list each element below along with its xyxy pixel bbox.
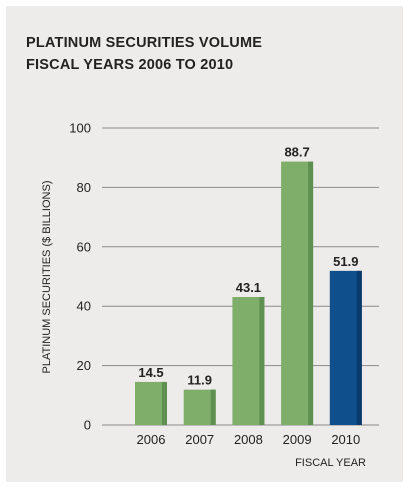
bar-shade <box>259 296 265 425</box>
y-axis-ticks: 0 20 40 60 80 100 <box>69 121 91 433</box>
bar-2007 <box>183 389 216 425</box>
x-tick-label-2009: 2009 <box>283 432 312 447</box>
y-tick-label: 60 <box>77 239 91 254</box>
value-label-2009: 88.7 <box>284 145 309 160</box>
value-label-2007: 11.9 <box>187 373 212 388</box>
y-tick-label: 80 <box>77 180 91 195</box>
chart-title-line-2: FISCAL YEARS 2006 TO 2010 <box>26 57 234 73</box>
y-axis-title: PLATINUM SECURITIES ($ BILLIONS) <box>41 181 53 374</box>
y-tick-label: 20 <box>77 358 91 373</box>
y-tick-label: 0 <box>84 418 91 433</box>
bar-face <box>135 381 167 425</box>
x-axis-title: FISCAL YEAR <box>295 457 366 469</box>
bar-shade <box>210 389 216 425</box>
chart-title: PLATINUM SECURITIES VOLUME FISCAL YEARS … <box>26 32 262 76</box>
value-label-2008: 43.1 <box>236 280 261 295</box>
bar-2008 <box>232 296 265 425</box>
x-tick-label-2010: 2010 <box>331 432 360 447</box>
x-tick-label-2006: 2006 <box>137 432 166 447</box>
value-labels: 14.5 11.9 43.1 88.7 51.9 <box>138 145 358 388</box>
bar-2006 <box>135 381 167 425</box>
bar-face <box>183 389 216 425</box>
bar-face <box>281 161 314 425</box>
bar-shade <box>162 381 167 425</box>
y-tick-label: 40 <box>77 299 91 314</box>
bar-shade <box>308 161 314 425</box>
bar-face <box>329 270 362 425</box>
x-tick-label-2008: 2008 <box>234 432 263 447</box>
bar-shade <box>356 270 362 425</box>
x-axis-ticks: 2006 2007 2008 2009 2010 <box>137 432 361 447</box>
bar-2009 <box>281 161 314 425</box>
bars <box>135 161 362 425</box>
x-tick-label-2007: 2007 <box>185 432 214 447</box>
bar-face <box>232 296 265 425</box>
value-label-2010: 51.9 <box>333 254 358 269</box>
y-tick-label: 100 <box>69 121 91 136</box>
chart-title-line-1: PLATINUM SECURITIES VOLUME <box>26 35 263 51</box>
value-label-2006: 14.5 <box>138 365 163 380</box>
bar-2010 <box>329 270 362 425</box>
